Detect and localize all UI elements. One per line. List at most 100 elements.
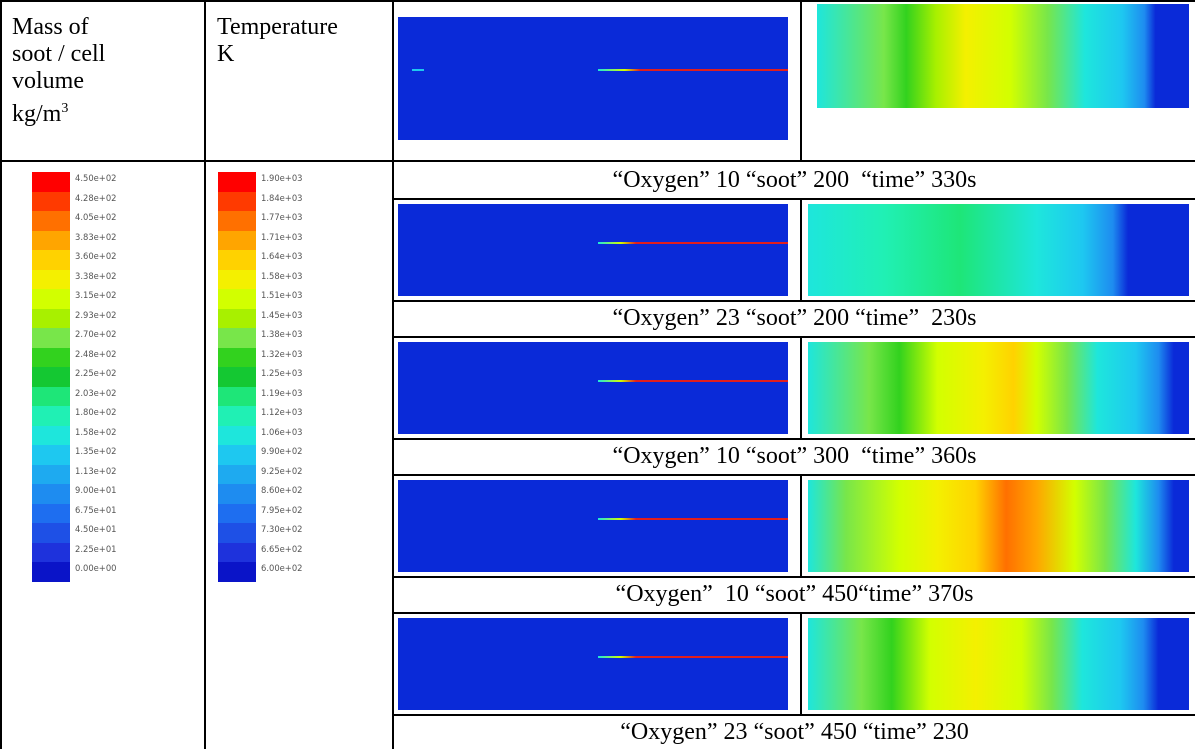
temperature-legend-label: 7.95e+02: [261, 504, 303, 515]
temperature-legend-label: 7.30e+02: [261, 524, 303, 534]
soot-legend-swatch: [32, 328, 70, 348]
temperature-contour-panel: [808, 480, 1189, 572]
soot-legend-label: 2.48e+02: [75, 348, 117, 359]
soot-legend-label: 4.50e+02: [75, 173, 117, 183]
temperature-legend-swatch: [218, 172, 256, 192]
soot-legend-label: 2.25e+02: [75, 368, 117, 378]
soot-streak: [598, 242, 788, 244]
temperature-legend-label: 9.25e+02: [261, 465, 303, 476]
temperature-column-header: Temperature K: [217, 14, 392, 68]
soot-legend-label: 2.70e+02: [75, 329, 117, 339]
soot-legend-swatch: [32, 347, 70, 367]
soot-legend-swatch: [32, 191, 70, 211]
temperature-legend-label: 8.60e+02: [261, 485, 303, 495]
panel-row-divider: [394, 576, 1195, 578]
soot-legend-swatch: [32, 484, 70, 504]
soot-legend-swatch: [32, 445, 70, 465]
soot-streak: [598, 518, 788, 520]
temperature-legend-label: 9.90e+02: [261, 446, 303, 456]
soot-header-line-1: Mass of: [12, 14, 89, 40]
temperature-legend-label: 1.32e+03: [261, 348, 303, 359]
temperature-legend-label: 6.65e+02: [261, 543, 303, 554]
soot-contour-panel: [398, 618, 788, 710]
panel-row-divider: [394, 714, 1195, 716]
temperature-legend-swatch: [218, 367, 256, 387]
soot-legend-swatch: [32, 211, 70, 231]
temperature-legend-colorbar: [218, 172, 256, 582]
column-divider-1: [204, 0, 206, 749]
soot-contour-panel: [398, 342, 788, 434]
temperature-legend-swatch: [218, 503, 256, 523]
soot-legend-swatch: [32, 464, 70, 484]
soot-legend-label: 4.50e+01: [75, 524, 117, 534]
soot-streak: [598, 380, 788, 382]
soot-legend-swatch: [32, 542, 70, 562]
soot-legend-colorbar: [32, 172, 70, 582]
temperature-legend-label: 1.12e+03: [261, 407, 303, 417]
soot-legend-swatch: [32, 367, 70, 387]
soot-header-unit-exponent: 3: [61, 101, 69, 116]
soot-header-unit-base: kg/m: [12, 101, 62, 127]
soot-legend-label: 2.03e+02: [75, 387, 117, 398]
caption-divider: [394, 612, 1195, 614]
temperature-legend-swatch: [218, 230, 256, 250]
soot-legend-label: 0.00e+00: [75, 563, 117, 573]
temperature-legend-label: 1.51e+03: [261, 290, 303, 300]
temperature-legend-label: 1.71e+03: [261, 231, 303, 242]
soot-legend-label: 3.38e+02: [75, 270, 117, 281]
soot-legend-swatch: [32, 172, 70, 192]
temperature-legend-swatch: [218, 347, 256, 367]
temperature-contour-panel: [808, 618, 1189, 710]
soot-legend-labels: 4.50e+02 4.28e+02 4.05e+02 3.83e+02 3.60e+02…: [75, 169, 116, 579]
soot-streak-left: [412, 69, 424, 71]
soot-legend-swatch: [32, 308, 70, 328]
panel-center-divider: [800, 0, 802, 160]
soot-contour-panel: [398, 204, 788, 296]
panel-row-divider: [394, 300, 1195, 302]
temperature-header-line-1: Temperature: [217, 14, 338, 40]
caption-divider: [394, 336, 1195, 338]
soot-streak: [598, 69, 788, 71]
temperature-legend-label: 1.06e+03: [261, 426, 303, 437]
panel-center-divider: [800, 338, 802, 438]
soot-legend-label: 6.75e+01: [75, 504, 117, 515]
soot-legend-swatch: [32, 386, 70, 406]
panel-center-divider: [800, 200, 802, 300]
soot-column-header: Mass of soot / cell volume kg/m3: [12, 14, 202, 128]
soot-legend-swatch: [32, 503, 70, 523]
simulation-caption: “Oxygen” 10 “soot” 300 “time” 360s: [612, 443, 977, 469]
panel-center-divider: [800, 614, 802, 714]
temperature-legend-label: 1.90e+03: [261, 173, 303, 183]
temperature-legend-swatch: [218, 484, 256, 504]
simulation-caption: “Oxygen” 23 “soot” 200 “time” 230s: [612, 305, 977, 331]
soot-legend-label: 2.93e+02: [75, 309, 117, 320]
soot-legend-label: 3.83e+02: [75, 231, 117, 242]
panel-row-divider: [394, 438, 1195, 440]
caption-divider: [394, 474, 1195, 476]
temperature-legend-label: 1.45e+03: [261, 309, 303, 320]
temperature-contour-panel: [808, 342, 1189, 434]
temperature-legend-label: 1.19e+03: [261, 387, 303, 398]
temperature-legend-swatch: [218, 308, 256, 328]
temperature-legend-swatch: [218, 406, 256, 426]
soot-legend-label: 4.28e+02: [75, 192, 117, 203]
soot-legend-swatch: [32, 406, 70, 426]
simulation-caption: “Oxygen” 23 “soot” 450 “time” 230: [620, 719, 969, 745]
temperature-legend-label: 1.84e+03: [261, 192, 303, 203]
temperature-legend-swatch: [218, 328, 256, 348]
column-divider-2: [392, 0, 394, 749]
soot-legend-label: 4.05e+02: [75, 212, 117, 222]
soot-contour-panel-0: [398, 17, 788, 140]
temperature-legend-labels: 1.90e+03 1.84e+03 1.77e+03 1.71e+03 1.64e+03…: [261, 169, 302, 579]
soot-legend-label: 1.13e+02: [75, 465, 117, 476]
header-row-divider: [0, 160, 394, 162]
soot-contour-panel: [398, 480, 788, 572]
soot-legend-label: 1.80e+02: [75, 407, 117, 417]
soot-legend-label: 3.60e+02: [75, 251, 117, 261]
temperature-legend-swatch: [218, 542, 256, 562]
temperature-legend-swatch: [218, 211, 256, 231]
soot-legend-label: 9.00e+01: [75, 485, 117, 495]
soot-legend-swatch: [32, 523, 70, 543]
soot-legend-swatch: [32, 250, 70, 270]
temperature-legend-swatch: [218, 425, 256, 445]
